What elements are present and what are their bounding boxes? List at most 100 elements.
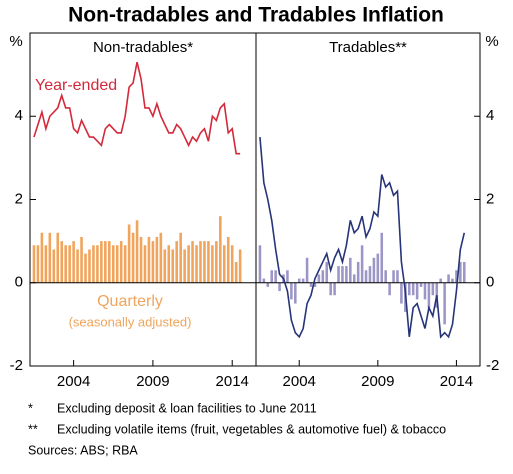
bar	[341, 266, 344, 283]
bar	[104, 241, 107, 283]
bar	[258, 245, 262, 283]
bar	[64, 245, 67, 283]
bar	[127, 224, 131, 283]
bar	[76, 249, 79, 283]
x-tick-label: 2004	[57, 373, 90, 390]
bar	[159, 232, 163, 283]
bar	[372, 257, 376, 283]
bar	[135, 220, 139, 283]
bar	[451, 278, 454, 283]
y-tick-label: 0	[15, 274, 23, 291]
bar	[155, 236, 159, 283]
panel-title: Non-tradables*	[93, 39, 193, 56]
series-label: Year-ended	[35, 77, 117, 94]
bar	[337, 266, 340, 283]
bar	[309, 282, 313, 287]
panel-title: Tradables**	[329, 39, 407, 56]
bar	[219, 216, 222, 283]
line-series	[259, 136, 466, 339]
bar	[60, 241, 64, 283]
bar	[376, 253, 380, 283]
bar	[207, 241, 210, 283]
bar	[175, 241, 178, 283]
chart-title: Non-tradables and Tradables Inflation	[68, 4, 444, 27]
bar	[463, 261, 466, 283]
x-tick-label: 2004	[283, 373, 316, 390]
bar	[211, 245, 214, 283]
y-tick-label: 4	[15, 107, 23, 124]
bar	[123, 245, 127, 283]
bar	[427, 282, 431, 308]
y-tick-label: -2	[10, 357, 23, 374]
bar	[333, 282, 336, 296]
y-tick-label: 2	[486, 190, 494, 207]
bar	[305, 257, 309, 283]
bar	[459, 261, 462, 283]
bar	[187, 245, 190, 283]
bar	[131, 232, 135, 283]
bar	[274, 270, 277, 283]
bar	[294, 282, 297, 304]
bar	[313, 282, 317, 287]
footnote-mark: **	[28, 422, 38, 436]
bar	[111, 245, 115, 283]
bar	[364, 270, 368, 283]
bar	[368, 266, 372, 283]
bar	[380, 232, 384, 283]
bar	[234, 261, 238, 283]
y-tick-label: 2	[15, 190, 23, 207]
bar	[147, 236, 151, 283]
bar	[96, 245, 99, 283]
line-series	[33, 61, 241, 155]
bar	[325, 261, 329, 283]
bar	[119, 241, 123, 283]
bar	[384, 270, 387, 283]
bar	[392, 270, 395, 283]
bar	[203, 241, 206, 283]
bar	[329, 282, 332, 296]
y-tick-label: -2	[486, 357, 499, 374]
bar	[56, 232, 60, 283]
x-tick-label: 2009	[361, 373, 394, 390]
bar	[88, 249, 91, 283]
bar	[226, 236, 230, 283]
bar	[238, 249, 242, 283]
bar	[139, 236, 143, 283]
bar	[222, 245, 226, 283]
bar	[215, 241, 218, 283]
y-label: %	[485, 33, 498, 50]
bar	[443, 282, 446, 325]
bar	[286, 270, 289, 283]
bar	[151, 241, 155, 283]
bar	[411, 282, 415, 296]
bar	[270, 270, 273, 283]
bar	[317, 274, 321, 283]
bar	[431, 282, 435, 296]
footnote-mark: *	[28, 401, 33, 415]
sources: Sources: ABS; RBA	[28, 443, 138, 457]
bar	[423, 282, 427, 300]
bar	[40, 232, 44, 283]
bar	[262, 278, 266, 283]
y-tick-label: 0	[486, 274, 494, 291]
bar	[32, 245, 36, 283]
bar	[415, 282, 419, 300]
plot-frame	[29, 32, 481, 367]
bar	[52, 249, 56, 283]
x-tick-label: 2014	[440, 373, 473, 390]
bar	[183, 249, 186, 283]
bar	[407, 282, 411, 296]
bar	[230, 245, 234, 283]
bar	[278, 282, 281, 292]
bar	[179, 232, 182, 283]
bar	[44, 245, 48, 283]
bar	[400, 282, 403, 304]
x-tick-label: 2009	[136, 373, 169, 390]
bar	[349, 257, 352, 283]
bar	[199, 241, 202, 283]
bar	[455, 270, 458, 283]
bar	[108, 241, 111, 283]
bar	[396, 270, 399, 283]
footnote: Excluding deposit & loan facilities to J…	[57, 401, 317, 415]
